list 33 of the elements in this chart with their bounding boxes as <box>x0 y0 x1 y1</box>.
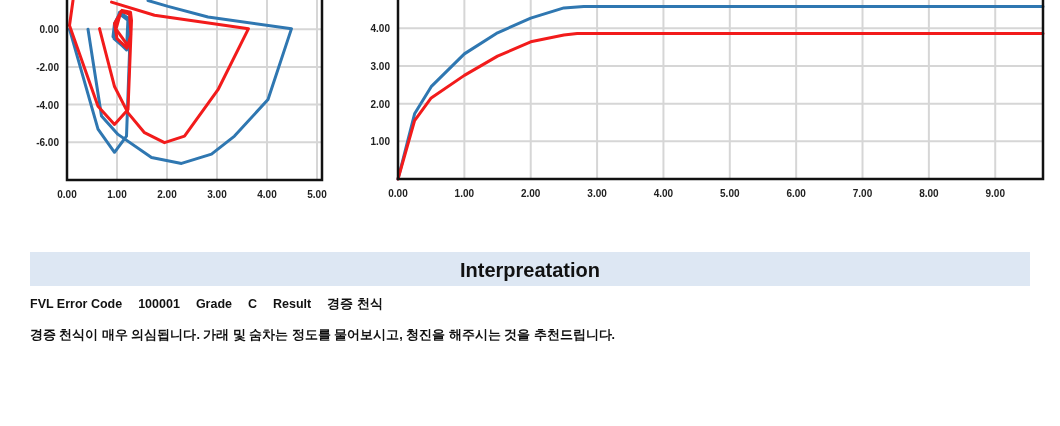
x-tick-label: 2.00 <box>157 189 178 200</box>
y-tick-label: 4.00 <box>370 23 391 35</box>
x-tick-label: 9.00 <box>985 188 1006 199</box>
text: 경증 천식 <box>327 297 383 311</box>
x-tick-label: 4.00 <box>653 188 674 199</box>
y-tick-label: -6.00 <box>36 137 60 149</box>
x-tick-label: 3.00 <box>587 188 608 199</box>
x-tick-label: 5.00 <box>720 188 740 199</box>
text: 경증 천식이 매우 의심됩니다. 가래 및 숨차는 정도를 물어보시고, 청진을 해주시는 것을 추천드립니다. <box>30 328 616 342</box>
y-tick-label: 1.00 <box>370 136 391 148</box>
x-tick-label: 5.00 <box>307 189 328 200</box>
x-tick-label: 3.00 <box>207 189 228 200</box>
y-tick-label: 2.00 <box>370 98 391 110</box>
y-tick-label: -2.00 <box>36 61 60 73</box>
y-tick-label: 3.00 <box>370 60 391 72</box>
text: Grade <box>195 297 233 311</box>
line-series <box>396 32 1045 181</box>
x-tick-label: 4.00 <box>257 189 278 200</box>
x-tick-label: 2.00 <box>520 188 541 199</box>
text: FVL Error Code <box>30 297 123 311</box>
x-tick-label: 8.00 <box>919 188 940 199</box>
y-tick-label: -4.00 <box>36 99 60 111</box>
x-tick-label: 1.00 <box>454 188 475 199</box>
x-tick-label: 1.00 <box>107 189 128 200</box>
text: Result <box>273 297 313 311</box>
x-tick-label: 0.00 <box>388 188 409 199</box>
text: C <box>248 297 258 311</box>
y-tick-label: 0.00 <box>39 24 60 36</box>
x-tick-label: 6.00 <box>786 188 807 199</box>
text: 100001 <box>138 297 180 311</box>
text: Interpreatation <box>459 259 601 281</box>
x-tick-label: 7.00 <box>852 188 873 199</box>
x-tick-label: 0.00 <box>57 189 78 200</box>
